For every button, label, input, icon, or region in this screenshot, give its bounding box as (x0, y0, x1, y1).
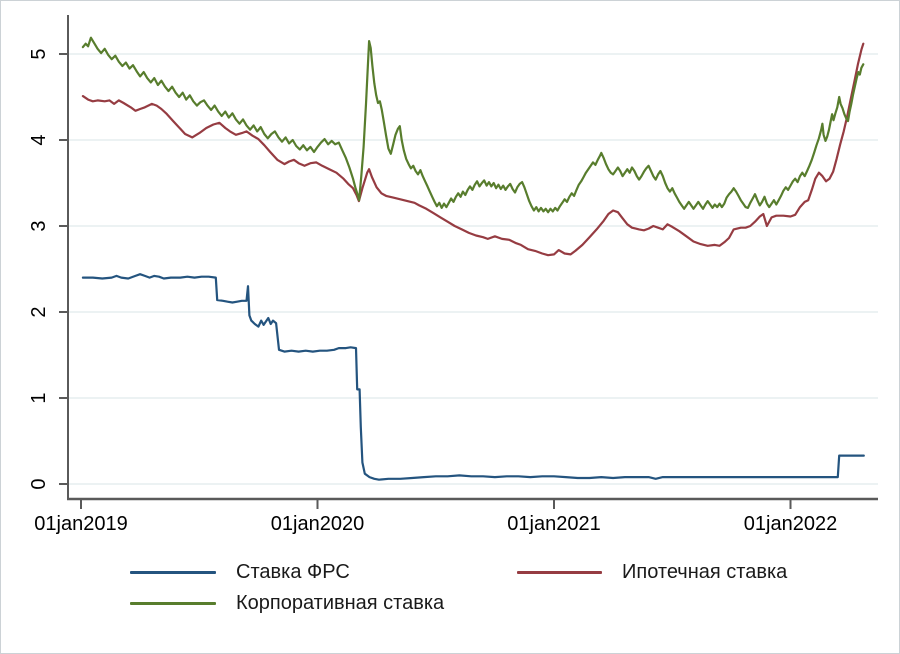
x-tick-label-01jan2019: 01jan2019 (34, 513, 127, 535)
y-tick-label-1: 1 (28, 392, 50, 403)
legend-line-corporate-rate (130, 602, 216, 605)
x-tick-label-01jan2021: 01jan2021 (507, 513, 600, 535)
x-tick-label-01jan2020: 01jan2020 (271, 513, 364, 535)
legend-label-corporate-rate: Корпоративная ставка (236, 592, 445, 614)
legend-line-mortgage-rate (517, 571, 602, 574)
y-tick-label-5: 5 (28, 48, 50, 59)
legend-label-fed-rate: Ставка ФРС (236, 561, 350, 583)
chart-canvas: 0 1 2 3 4 5 01jan2019 01jan2020 01jan2021 01jan20… (28, 15, 878, 535)
legend-label-mortgage-rate: Ипотечная ставка (622, 561, 788, 583)
series-line-mortgage-rate (81, 42, 865, 257)
series-line-fed-rate (81, 273, 865, 481)
series-line-corporate-rate (81, 36, 865, 214)
y-tick-label-2: 2 (28, 306, 50, 317)
legend-line-fed-rate (130, 571, 216, 574)
y-tick-label-0: 0 (28, 478, 50, 489)
x-tick-label-01jan2022: 01jan2022 (744, 513, 837, 535)
y-tick-label-4: 4 (28, 134, 50, 145)
y-tick-label-3: 3 (28, 220, 50, 231)
